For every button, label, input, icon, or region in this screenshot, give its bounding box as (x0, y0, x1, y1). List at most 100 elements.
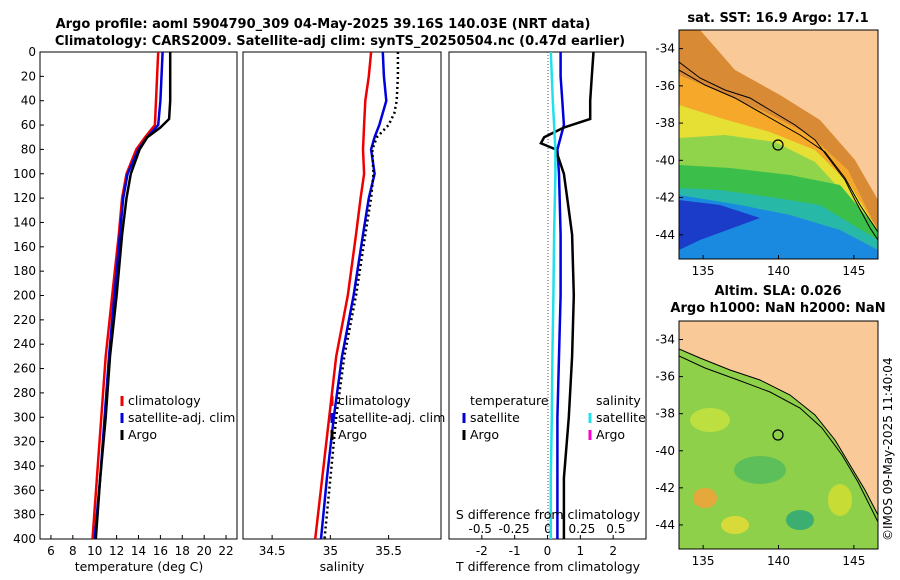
depth-tick-label: 300 (13, 410, 36, 424)
lat-tick-label: -38 (655, 407, 675, 421)
lat-tick-label: -34 (655, 42, 675, 56)
depth-tick-label: 400 (13, 532, 36, 546)
sla-map-title-line1: Altim. SLA: 0.026 (715, 284, 842, 299)
sla-anomaly-6 (721, 516, 749, 534)
sst-map-image (679, 30, 878, 259)
x-tick-label: 6 (47, 544, 55, 558)
legend-climatology: climatology (128, 393, 201, 408)
lon-tick-label: 135 (692, 264, 715, 278)
depth-tick-label: 40 (21, 94, 36, 108)
lat-tick-label: -40 (655, 153, 675, 167)
series-line-climatology (313, 52, 373, 539)
s-tick-label: 0.25 (569, 522, 596, 536)
x-tick-label: 35.5 (375, 544, 402, 558)
lat-tick-label: -44 (655, 518, 675, 532)
x-tick-label: 1 (577, 544, 585, 558)
lat-tick-label: -42 (655, 481, 675, 495)
temperature-xlabel: temperature (deg C) (75, 559, 204, 574)
sst-map-title: sat. SST: 16.9 Argo: 17.1 (687, 11, 868, 26)
salinity-panel: 34.5 35 35.5 salinity climatology satellit… (242, 51, 445, 574)
x-tick-label: -1 (509, 544, 521, 558)
x-tick-label: 20 (197, 544, 212, 558)
depth-tick-label: 80 (21, 142, 36, 156)
s-difference-label: S difference from climatology (456, 507, 641, 522)
sla-anomaly-1 (690, 408, 730, 432)
legend-temperature-title: temperature (470, 393, 549, 408)
sla-anomaly-4 (786, 510, 814, 530)
temperature-legend: climatology satellite-adj. clim Argo (120, 393, 235, 442)
x-tick-label: 8 (69, 544, 77, 558)
lon-tick-label: 140 (767, 554, 790, 568)
x-tick-label: 12 (109, 544, 124, 558)
depth-tick-label: 120 (13, 191, 36, 205)
x-tick-label: 34.5 (259, 544, 286, 558)
legend-satellite-clim: satellite-adj. clim (338, 410, 445, 425)
depth-tick-label: 340 (13, 459, 36, 473)
series-line-salinity-satellite (549, 52, 557, 539)
x-tick-label: 35 (323, 544, 338, 558)
salinity-xlabel: salinity (320, 559, 365, 574)
s-tick-label: 0 (544, 522, 552, 536)
sla-map-panel: Altim. SLA: 0.026 Argo h1000: NaN h2000:… (655, 284, 885, 568)
depth-tick-label: 20 (21, 69, 36, 83)
sst-map-panel: sat. SST: 16.9 Argo: 17.1 135 140 145 -34 -3… (655, 11, 879, 278)
x-tick-label: -2 (476, 544, 488, 558)
figure-title-line2: Climatology: CARS2009. Satellite-adj cli… (55, 34, 625, 49)
depth-tick-label: 240 (13, 337, 36, 351)
x-tick-label: 16 (153, 544, 168, 558)
sla-shelf-contour (679, 355, 878, 523)
x-tick-label: 22 (218, 544, 233, 558)
lon-tick-label: 135 (692, 554, 715, 568)
depth-tick-label: 220 (13, 313, 36, 327)
sst-map-ticks: 135 140 145 -34 -36 -38 -40 -42 -44 (655, 42, 865, 278)
sla-argo-marker (772, 429, 784, 441)
salinity-legend: climatology satellite-adj. clim Argo (330, 393, 445, 442)
sla-anomaly-3 (693, 488, 717, 508)
lat-tick-label: -36 (655, 370, 675, 384)
salinity-tick-labels: 34.5 35 35.5 (259, 535, 402, 558)
legend-argo: Argo (338, 427, 367, 442)
salinity-series (313, 52, 400, 539)
s-difference-tick-labels: -0.5 -0.25 0 0.25 0.5 (468, 522, 625, 536)
t-difference-label: T difference from climatology (455, 559, 641, 574)
legend-argo: Argo (128, 427, 157, 442)
legend-satellite-clim: satellite-adj. clim (128, 410, 235, 425)
sst-shelf-contour (679, 69, 878, 233)
legend-salinity-title: salinity (596, 393, 641, 408)
legend-climatology: climatology (338, 393, 411, 408)
temperature-axes-box (39, 51, 238, 540)
s-tick-label: 0.5 (606, 522, 625, 536)
series-line-satellite-adj-clim (319, 52, 388, 539)
lat-tick-label: -42 (655, 191, 675, 205)
depth-tick-label: 260 (13, 362, 36, 376)
legend-sal-argo: Argo (596, 427, 625, 442)
depth-tick-label: 380 (13, 508, 36, 522)
difference-legend: temperature satellite Argo salinity sate… (462, 393, 646, 442)
lat-tick-label: -40 (655, 444, 675, 458)
series-line-temperature-argo (539, 52, 595, 539)
depth-tick-label: 280 (13, 386, 36, 400)
depth-tick-label: 140 (13, 215, 36, 229)
x-tick-label: 18 (175, 544, 190, 558)
legend-temp-satellite: satellite (470, 410, 520, 425)
sla-anomaly-5 (828, 484, 852, 516)
imos-footer: ©IMOS 09-May-2025 11:40:04 (881, 357, 895, 541)
difference-panel: -2 -1 0 1 2 -0.5 -0.25 0 0.25 0.5 S difference f… (448, 51, 647, 574)
sst-argo-marker (772, 139, 784, 151)
depth-tick-label: 360 (13, 483, 36, 497)
s-tick-label: -0.5 (468, 522, 491, 536)
lat-tick-label: -38 (655, 116, 675, 130)
temperature-tick-labels: 6 8 10 12 14 16 18 20 22 (47, 535, 234, 558)
lat-tick-label: -36 (655, 79, 675, 93)
salinity-axes-box (242, 51, 442, 540)
depth-tick-label: 60 (21, 118, 36, 132)
lon-tick-label: 140 (767, 264, 790, 278)
depth-tick-label: 200 (13, 289, 36, 303)
x-tick-label: 0 (544, 544, 552, 558)
series-line-argo (323, 52, 400, 539)
depth-tick-label: 100 (13, 167, 36, 181)
sla-anomaly-2 (734, 456, 786, 484)
sla-map-image (679, 321, 878, 549)
x-tick-label: 10 (87, 544, 102, 558)
